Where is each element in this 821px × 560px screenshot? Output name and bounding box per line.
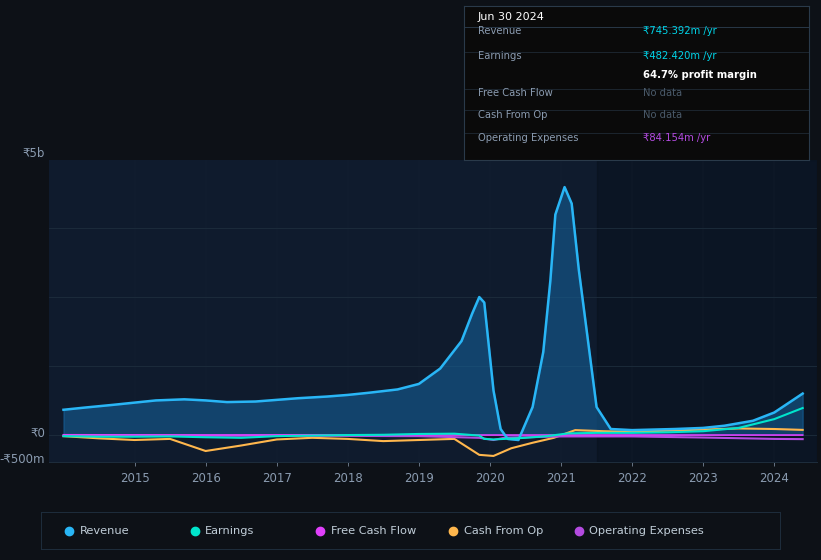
Text: Revenue: Revenue bbox=[80, 526, 129, 535]
Text: Jun 30 2024: Jun 30 2024 bbox=[478, 12, 544, 22]
Text: Cash From Op: Cash From Op bbox=[478, 110, 547, 120]
Text: Operating Expenses: Operating Expenses bbox=[478, 133, 578, 143]
Text: Free Cash Flow: Free Cash Flow bbox=[478, 88, 553, 98]
Text: Free Cash Flow: Free Cash Flow bbox=[331, 526, 416, 535]
Text: -₹500m: -₹500m bbox=[0, 452, 45, 466]
Text: ₹482.420m /yr: ₹482.420m /yr bbox=[643, 51, 717, 61]
Text: ₹745.392m /yr: ₹745.392m /yr bbox=[643, 26, 717, 36]
Text: ₹0: ₹0 bbox=[30, 427, 45, 440]
Text: ₹5b: ₹5b bbox=[23, 147, 45, 161]
Text: No data: No data bbox=[643, 110, 682, 120]
Text: Earnings: Earnings bbox=[205, 526, 255, 535]
Text: Operating Expenses: Operating Expenses bbox=[589, 526, 704, 535]
Text: No data: No data bbox=[643, 88, 682, 98]
Text: Earnings: Earnings bbox=[478, 51, 521, 61]
Bar bbox=[597, 160, 817, 462]
Text: Cash From Op: Cash From Op bbox=[464, 526, 543, 535]
Text: 64.7% profit margin: 64.7% profit margin bbox=[643, 69, 757, 80]
Text: Revenue: Revenue bbox=[478, 26, 521, 36]
Text: ₹84.154m /yr: ₹84.154m /yr bbox=[643, 133, 710, 143]
